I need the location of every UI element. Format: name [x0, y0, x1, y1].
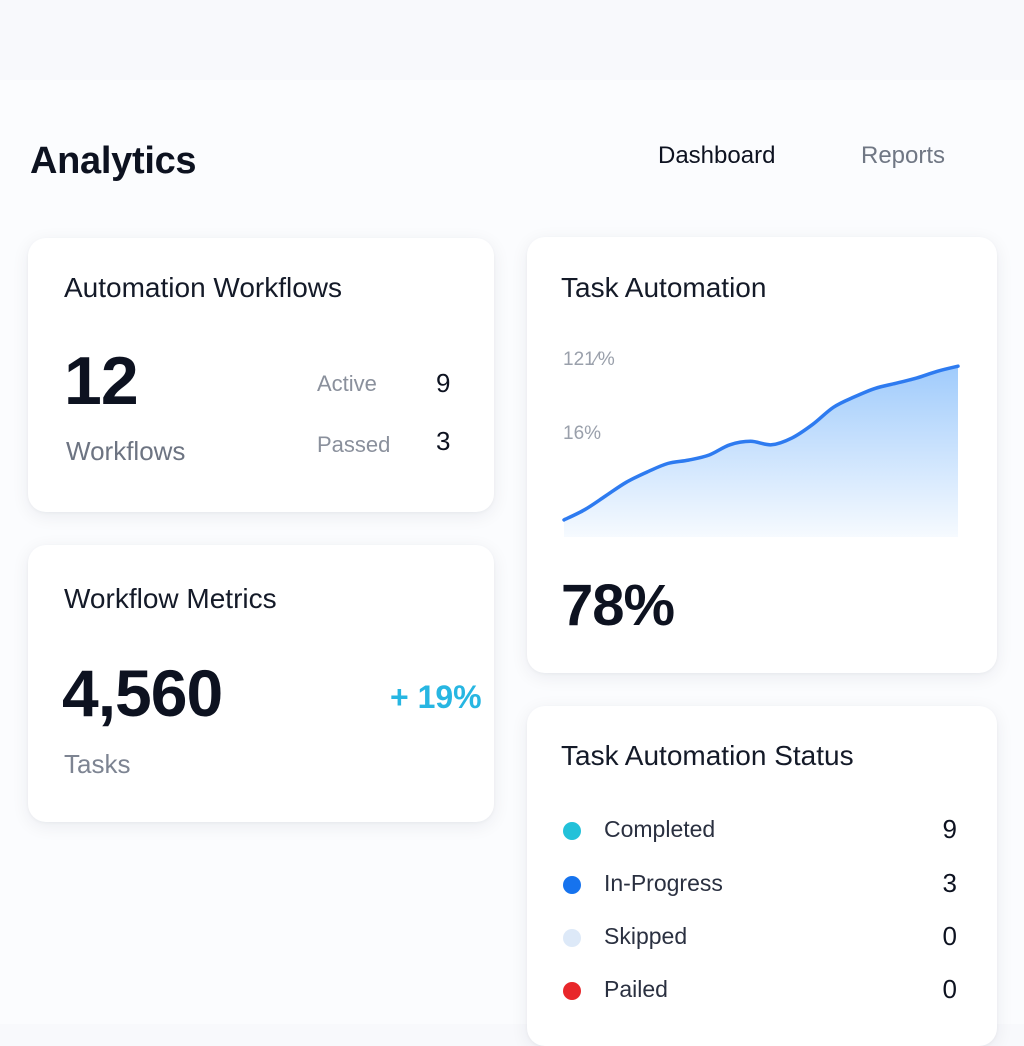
- status-value: 0: [942, 974, 957, 1004]
- series-line: [562, 364, 960, 522]
- status-value: 9: [942, 814, 957, 844]
- completed-dot-icon: [563, 822, 581, 840]
- tasks-count: 4,560: [62, 656, 223, 730]
- skipped-dot-icon: [563, 929, 581, 947]
- card-title: Workflow Metrics: [64, 583, 277, 614]
- task-automation-card: Task Automation 121⁄% 16% 78%: [527, 237, 997, 673]
- workflow-count-label: Workflows: [66, 436, 186, 466]
- status-label: Completed: [604, 816, 716, 842]
- active-value: 9: [436, 368, 451, 398]
- nav-reports[interactable]: Reports: [861, 142, 946, 169]
- tasks-count-label: Tasks: [64, 749, 131, 779]
- passed-value: 3: [436, 426, 451, 456]
- failed-dot-icon: [563, 982, 581, 1000]
- task-status-card: Task Automation Status Completed 9 In-Pr…: [527, 706, 997, 1046]
- task-automation-chart: 121⁄% 16%: [562, 349, 960, 537]
- card-title: Task Automation: [561, 272, 767, 303]
- status-value: 0: [942, 921, 957, 951]
- automation-workflows-card: Automation Workflows 12 Workflows Active…: [28, 238, 494, 512]
- growth-delta: + 19%: [390, 679, 482, 715]
- status-row-failed: Pailed 0: [527, 974, 997, 1010]
- automation-percent: 78%: [561, 573, 675, 638]
- workflow-count: 12: [64, 343, 139, 419]
- passed-label: Passed: [317, 432, 391, 457]
- page-title: Analytics: [30, 140, 197, 182]
- status-label: In-Progress: [604, 870, 723, 896]
- in-progress-dot-icon: [563, 876, 581, 894]
- status-label: Pailed: [604, 976, 668, 1002]
- card-title: Task Automation Status: [561, 740, 854, 771]
- card-title: Automation Workflows: [64, 272, 343, 303]
- y-tick-label: 121⁄%: [563, 349, 615, 370]
- status-value: 3: [942, 868, 957, 898]
- status-row-skipped: Skipped 0: [527, 921, 997, 957]
- active-label: Active: [317, 371, 377, 396]
- area-fill: [564, 366, 958, 537]
- y-tick-label: 16%: [563, 423, 601, 444]
- status-row-completed: Completed 9: [527, 814, 997, 850]
- nav-dashboard[interactable]: Dashboard: [658, 142, 776, 169]
- status-row-in-progress: In-Progress 3: [527, 868, 997, 904]
- workflow-metrics-card: Workflow Metrics 4,560 Tasks + 19%: [28, 545, 494, 822]
- status-label: Skipped: [604, 923, 688, 949]
- top-bar: [0, 0, 1024, 80]
